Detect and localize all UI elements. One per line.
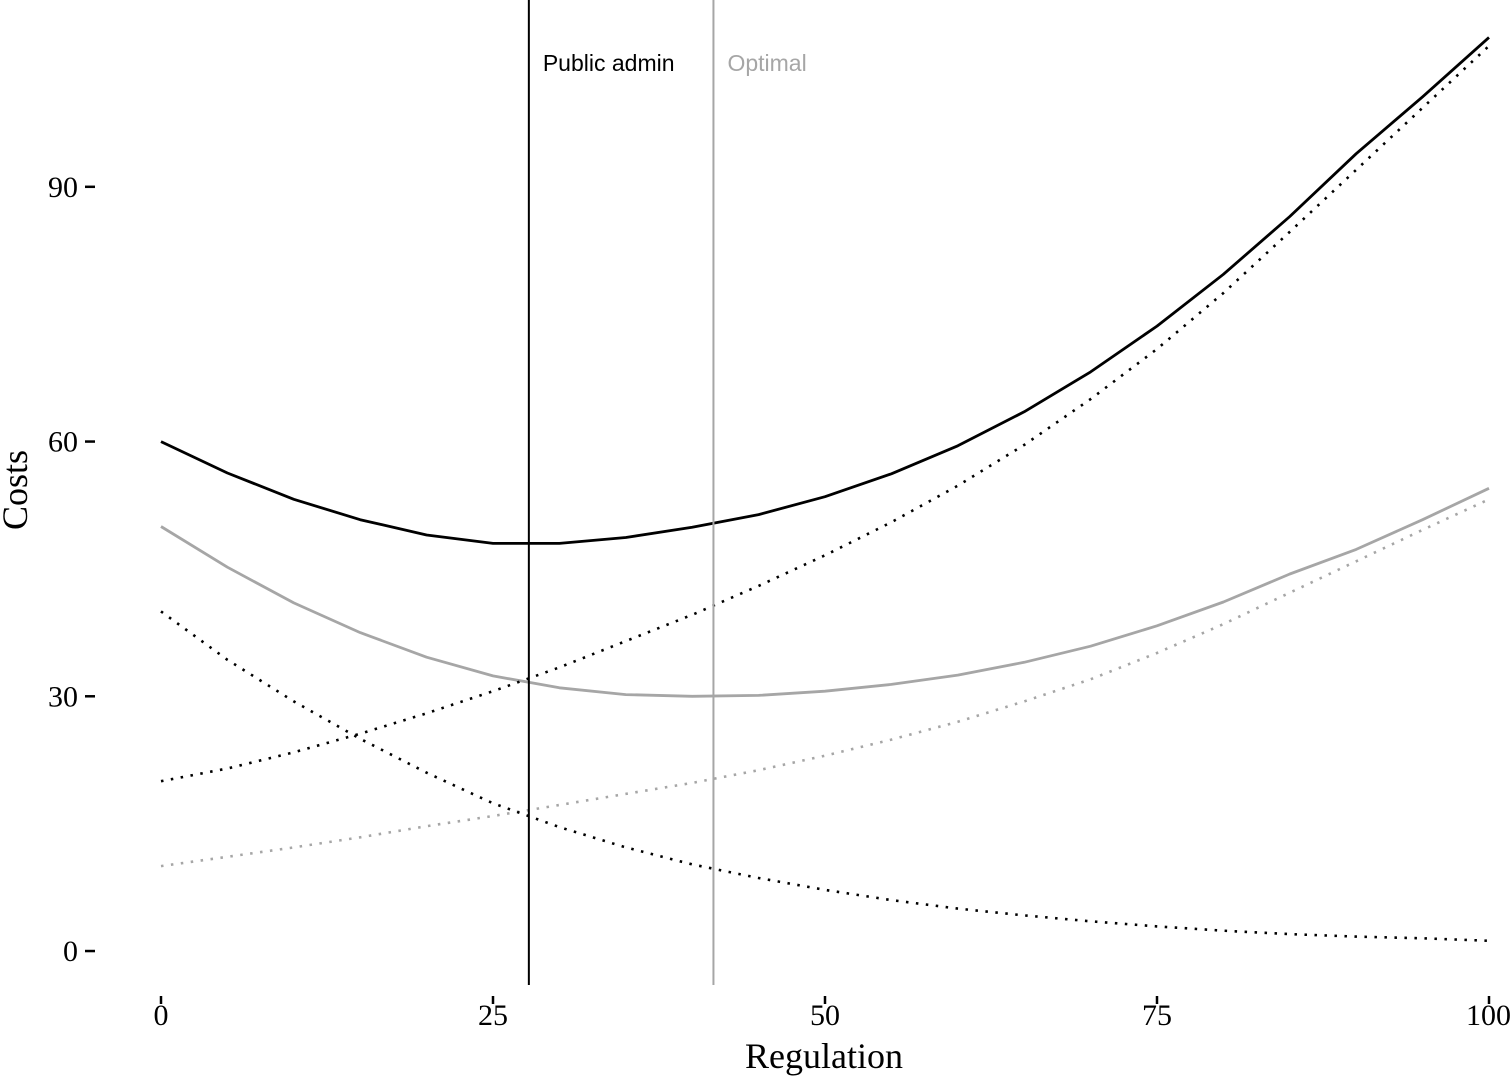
series-line-4: [160, 498, 1490, 868]
reference-line-label-2: Optimal: [727, 50, 806, 76]
x-tick-label-3: 75: [1142, 999, 1172, 1032]
x-axis-title: Regulation: [745, 1036, 903, 1076]
y-tick-label-0: 0: [63, 935, 78, 968]
x-tick-label-1: 25: [478, 999, 508, 1032]
series-line-2: [160, 487, 1490, 698]
series-line-3: [160, 44, 1490, 783]
series-line-5: [160, 610, 1490, 943]
y-tick-label-3: 90: [48, 171, 78, 204]
x-tick-label-0: 0: [154, 999, 169, 1032]
y-tick-label-2: 60: [48, 426, 78, 459]
series-line-1: [160, 36, 1490, 545]
reference-lines-layer: Public admin Optimal: [527, 0, 807, 985]
reference-line-label-1: Public admin: [543, 50, 675, 76]
y-tick-label-1: 30: [48, 680, 78, 713]
y-axis-title: Costs: [0, 450, 35, 530]
x-tick-label-4: 100: [1466, 999, 1511, 1032]
axes-layer: 0 25 50 75 100 0 30 60 90: [48, 171, 1511, 1032]
x-tick-label-2: 50: [810, 999, 840, 1032]
series-layer: [160, 36, 1490, 943]
